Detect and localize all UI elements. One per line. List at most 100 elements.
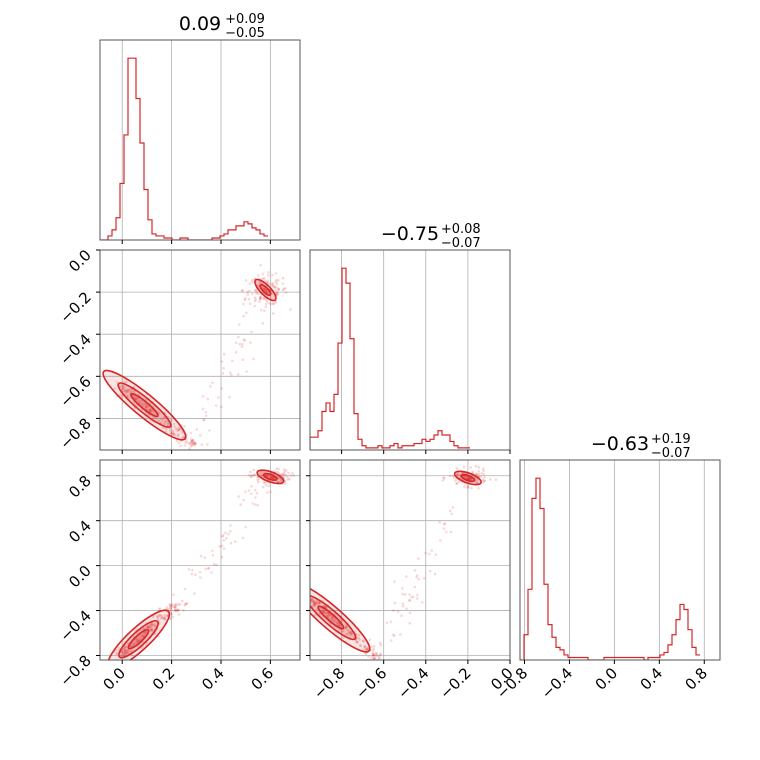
scatter-point — [168, 604, 172, 607]
scatter-point — [331, 616, 335, 620]
scatter-point — [115, 652, 119, 655]
x-tick-label: 0.0 — [592, 664, 622, 694]
scatter-point — [346, 633, 349, 637]
scatter-point — [345, 625, 348, 628]
scatter-points — [304, 464, 498, 660]
scatter-point — [276, 480, 279, 484]
scatter-point — [166, 422, 170, 426]
scatter-point — [350, 632, 353, 636]
y-tick-label: −0.4 — [56, 330, 94, 368]
scatter-point — [287, 471, 290, 475]
scatter-point — [220, 387, 223, 390]
scatter-point — [249, 475, 253, 479]
scatter-point — [270, 476, 274, 479]
scatter-point — [313, 602, 317, 606]
scatter-point — [281, 282, 285, 286]
scatter-point — [277, 288, 281, 291]
scatter-point — [144, 406, 148, 409]
scatter-point — [415, 575, 418, 579]
scatter-point — [375, 654, 379, 657]
scatter-point — [338, 622, 341, 626]
scatter-point — [191, 439, 195, 442]
scatter-point — [274, 280, 278, 284]
scatter-point — [249, 474, 253, 477]
scatter-point — [470, 486, 473, 490]
scatter-point — [244, 525, 247, 529]
scatter-point — [279, 479, 282, 482]
scatter-point — [147, 624, 150, 628]
scatter-point — [168, 605, 172, 609]
scatter-point — [123, 649, 127, 652]
scatter-point — [143, 627, 147, 630]
scatter-point — [144, 630, 148, 634]
scatter-point — [389, 620, 393, 624]
scatter-point — [286, 475, 289, 479]
scatter-point — [348, 631, 351, 634]
scatter-point — [242, 338, 246, 341]
scatter-point — [246, 293, 250, 296]
scatter-point — [306, 598, 309, 601]
scatter-point — [304, 600, 307, 603]
scatter-point — [284, 291, 288, 294]
scatter-point — [289, 474, 292, 477]
scatter-point — [275, 293, 279, 297]
scatter-point — [253, 296, 257, 299]
scatter-point — [125, 390, 129, 393]
scatter-point — [119, 653, 123, 657]
scatter-point — [188, 442, 191, 445]
histogram-step — [310, 267, 470, 450]
scatter-point — [267, 271, 270, 274]
scatter-point — [199, 576, 202, 579]
scatter-point — [379, 643, 383, 647]
scatter-point — [340, 630, 344, 633]
scatter-point — [391, 633, 395, 636]
scatter-point — [267, 273, 270, 277]
scatter-point — [377, 654, 381, 658]
scatter-point — [257, 480, 260, 484]
scatter-point — [214, 404, 218, 407]
axes-frame — [99, 249, 301, 451]
scatter-point — [373, 654, 377, 657]
scatter-point — [252, 357, 255, 361]
scatter-point — [149, 410, 153, 413]
scatter-point — [314, 602, 318, 606]
scatter-point — [169, 612, 173, 616]
scatter-point — [263, 309, 266, 312]
scatter-point — [176, 434, 180, 438]
scatter-point — [276, 292, 280, 296]
scatter-point — [201, 407, 205, 411]
scatter-point — [258, 472, 261, 475]
scatter-point — [322, 609, 326, 613]
scatter-point — [265, 289, 269, 293]
scatter-point — [469, 477, 472, 481]
scatter-point — [199, 554, 203, 558]
scatter-point — [421, 601, 424, 604]
scatter-point — [272, 476, 275, 480]
scatter-point — [357, 633, 361, 637]
scatter-point — [247, 297, 251, 301]
scatter-point — [475, 472, 478, 476]
scatter-point — [148, 626, 152, 629]
scatter-point — [475, 481, 479, 485]
scatter-point — [477, 472, 481, 476]
axes-frame — [99, 459, 301, 661]
scatter-point — [372, 657, 375, 660]
scatter-point — [233, 540, 237, 543]
scatter-point — [292, 474, 295, 477]
scatter-point — [466, 485, 470, 489]
scatter-point — [326, 614, 330, 618]
scatter-point — [399, 633, 402, 636]
scatter-point — [438, 520, 441, 524]
scatter-point — [271, 273, 274, 277]
scatter-point — [123, 380, 126, 384]
scatter-point — [332, 619, 335, 623]
scatter-point — [218, 545, 222, 548]
scatter-point — [177, 613, 181, 616]
scatter-point — [312, 603, 316, 607]
scatter-point — [170, 604, 174, 607]
scatter-point — [222, 366, 225, 370]
scatter-point — [181, 435, 185, 439]
x-tick-label: 0.6 — [248, 664, 278, 694]
density-contour — [127, 628, 150, 650]
